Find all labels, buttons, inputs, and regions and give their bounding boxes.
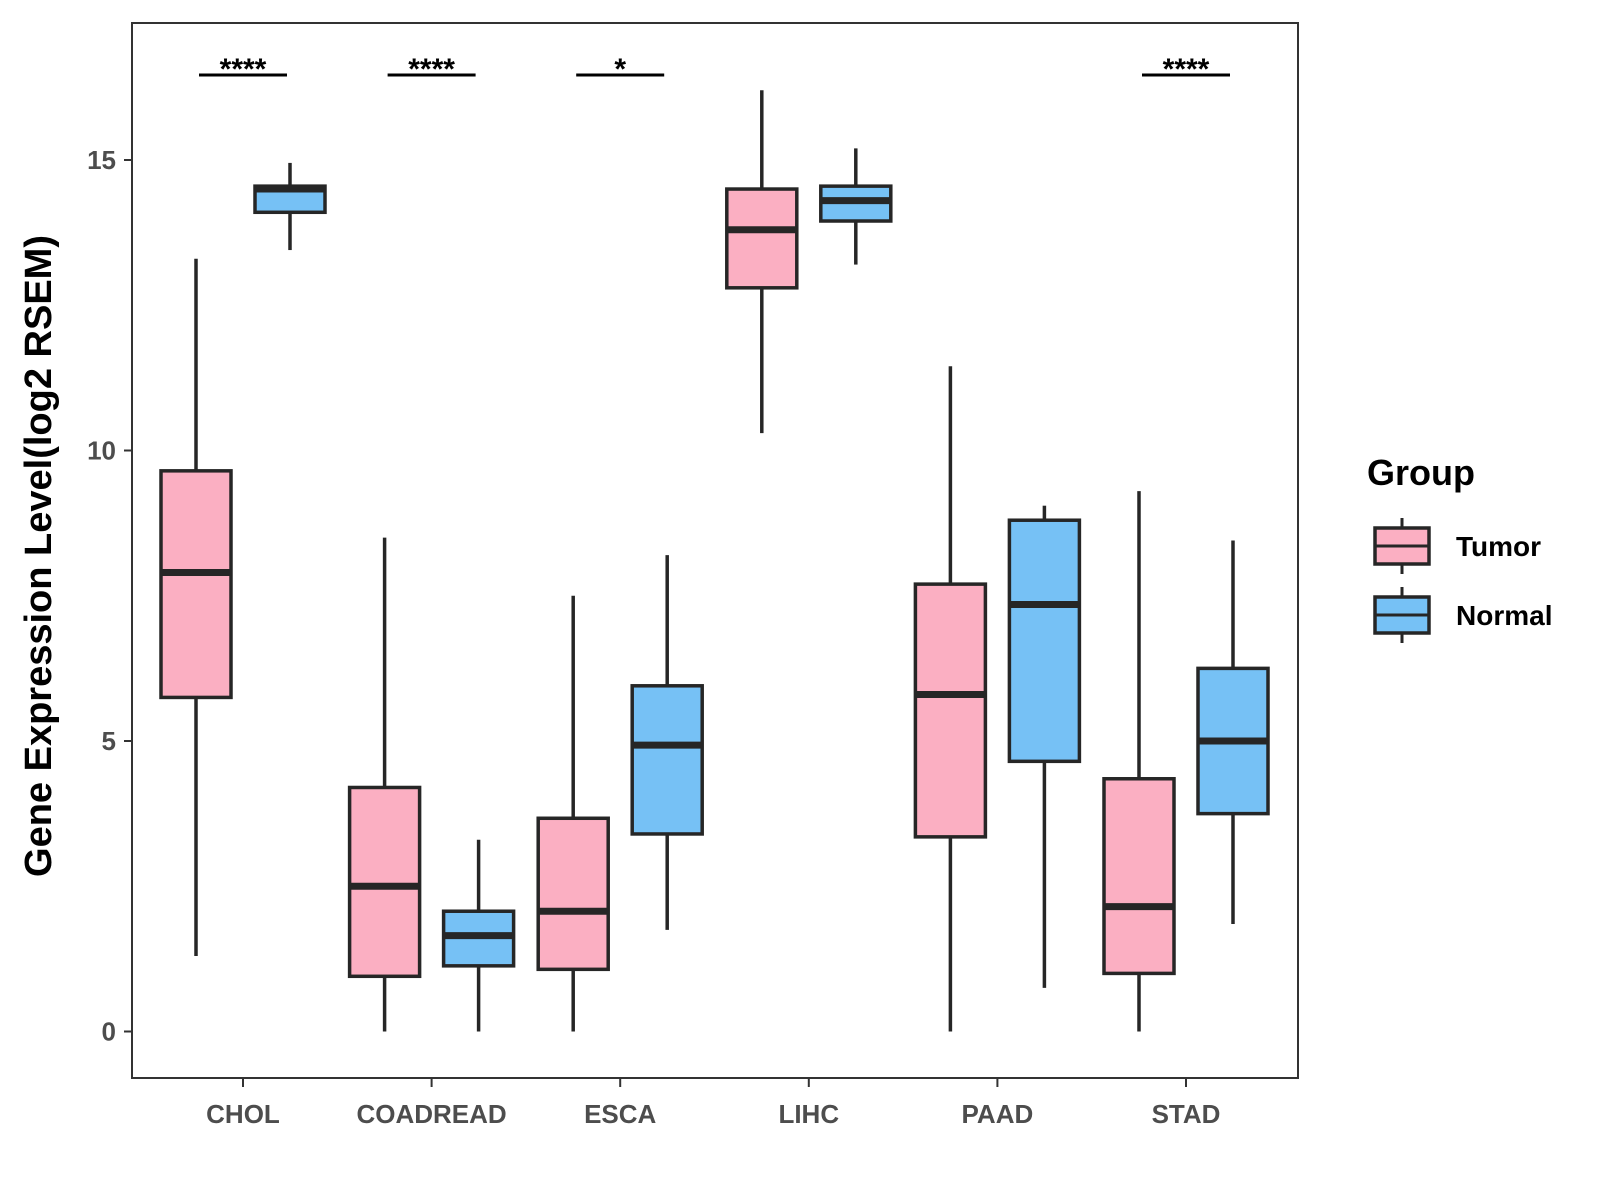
y-tick-label: 5: [102, 726, 116, 756]
box-body: [1007, 518, 1082, 764]
box-tumor-paad: [913, 366, 988, 1032]
panel-border: [131, 22, 1299, 1079]
legend: Group Tumor Normal: [1367, 452, 1552, 643]
box-body: [159, 469, 233, 700]
box-normal-lihc: [819, 148, 893, 265]
box-tumor-chol: [159, 258, 233, 956]
box-normal-chol: [253, 162, 327, 251]
significance-label: ****: [220, 53, 267, 86]
box-body: [536, 816, 610, 972]
significance-label: *: [614, 53, 626, 86]
legend-label: Tumor: [1456, 531, 1541, 562]
y-axis-title: Gene Expression Level(log2 RSEM): [18, 235, 60, 877]
x-tick-label: PAAD: [962, 1099, 1034, 1129]
significance-label: ****: [408, 53, 455, 86]
box-tumor-esca: [536, 595, 610, 1032]
legend-label: Normal: [1456, 600, 1552, 631]
box-body: [1102, 777, 1176, 976]
box-normal-esca: [630, 555, 704, 930]
box-body: [347, 785, 422, 979]
x-tick-label: STAD: [1152, 1099, 1221, 1129]
x-tick-label: LIHC: [778, 1099, 839, 1129]
box-body: [913, 582, 988, 839]
y-tick-label: 10: [87, 436, 116, 466]
axes: 0 5 10 15 CHOL COADREAD ESCA LIHC PAAD STAD: [87, 22, 1299, 1129]
box-normal-paad: [1007, 505, 1082, 988]
box-body: [630, 684, 704, 836]
legend-item-normal: Normal: [1373, 587, 1552, 643]
x-tick-label: CHOL: [206, 1099, 280, 1129]
box-tumor-coadread: [347, 537, 422, 1032]
x-tick-label: COADREAD: [356, 1099, 506, 1129]
box-normal-coadread: [441, 839, 516, 1032]
legend-title: Group: [1367, 452, 1475, 493]
plot-area: **** **** * ****: [159, 53, 1270, 1032]
y-tick-label: 0: [102, 1017, 116, 1047]
box-normal-stad: [1196, 540, 1270, 925]
legend-item-tumor: Tumor: [1373, 518, 1541, 574]
box-tumor-stad: [1102, 491, 1176, 1032]
box-tumor-lihc: [725, 90, 799, 434]
x-tick-label: ESCA: [584, 1099, 656, 1129]
y-tick-label: 15: [87, 145, 116, 175]
box-body: [725, 187, 799, 290]
significance-label: ****: [1163, 53, 1210, 86]
